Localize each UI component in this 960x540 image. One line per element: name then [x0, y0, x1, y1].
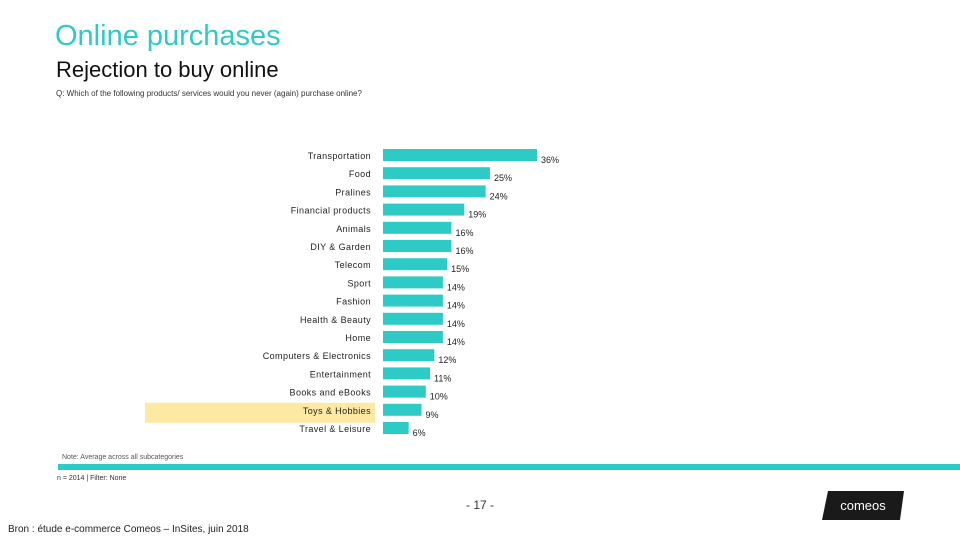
bar-chart: Transportation 36% Food 25% Pralines 24% Finan…	[145, 149, 559, 438]
bar	[383, 312, 443, 325]
value-label: 6%	[413, 428, 426, 438]
page-title: Online purchases	[55, 20, 281, 52]
bar	[383, 385, 426, 398]
highlight-row	[145, 402, 375, 423]
category-label: DIY & Garden	[310, 242, 371, 252]
value-label: 14%	[447, 282, 465, 292]
category-label: Telecom	[335, 260, 371, 270]
bar	[383, 367, 431, 380]
category-label: Fashion	[336, 297, 371, 307]
svg-text:comeos: comeos	[840, 498, 886, 513]
value-label: 25%	[494, 173, 512, 183]
bar	[383, 167, 490, 180]
category-label: Pralines	[335, 187, 371, 197]
category-label: Food	[349, 169, 371, 179]
survey-question: Q: Which of the following products/ serv…	[56, 89, 362, 98]
value-label: 9%	[426, 410, 439, 420]
bar	[383, 349, 435, 362]
bar	[383, 331, 443, 343]
value-label: 10%	[430, 392, 448, 402]
category-label: Toys & Hobbies	[303, 406, 371, 416]
bar	[383, 422, 409, 434]
value-label: 14%	[447, 319, 465, 329]
comeos-logo: comeos	[822, 491, 904, 520]
divider-bar	[58, 464, 960, 470]
source-note: Bron : étude e-commerce Comeos – InSites…	[8, 524, 249, 535]
bar	[383, 294, 443, 307]
value-label: 36%	[541, 155, 559, 165]
value-label: 16%	[455, 246, 473, 256]
category-label: Entertainment	[310, 369, 371, 379]
category-label: Computers & Electronics	[263, 351, 371, 361]
value-label: 11%	[434, 373, 451, 383]
bar	[383, 276, 443, 289]
category-label: Travel & Leisure	[299, 424, 371, 434]
value-label: 24%	[490, 191, 508, 201]
value-label: 15%	[451, 264, 469, 274]
value-label: 14%	[447, 301, 465, 311]
value-label: 16%	[455, 228, 473, 238]
page-subtitle: Rejection to buy online	[56, 57, 279, 82]
bar	[383, 403, 422, 416]
bar	[383, 240, 452, 252]
category-label: Animals	[336, 224, 371, 234]
category-label: Transportation	[308, 151, 371, 161]
bar	[383, 185, 486, 198]
category-label: Books and eBooks	[290, 388, 372, 398]
category-label: Home	[345, 333, 371, 343]
sample-size: n = 2014 | Filter: None	[57, 475, 127, 482]
bar	[383, 258, 448, 271]
value-label: 14%	[447, 337, 465, 347]
bar	[383, 221, 452, 234]
bar	[383, 149, 537, 161]
category-label: Health & Beauty	[300, 315, 371, 325]
page-number: - 17 -	[466, 498, 495, 512]
value-label: 12%	[438, 355, 456, 365]
category-label: Financial products	[291, 206, 371, 216]
value-label: 19%	[468, 210, 486, 220]
category-label: Sport	[347, 278, 371, 288]
chart-note: Note: Average across all subcategories	[62, 454, 184, 461]
bar	[383, 203, 465, 216]
